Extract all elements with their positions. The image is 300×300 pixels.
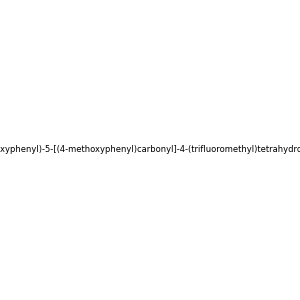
Text: 4-hydroxy-6-(4-hydroxyphenyl)-5-[(4-methoxyphenyl)carbonyl]-4-(trifluoromethyl)t: 4-hydroxy-6-(4-hydroxyphenyl)-5-[(4-meth…: [0, 146, 300, 154]
